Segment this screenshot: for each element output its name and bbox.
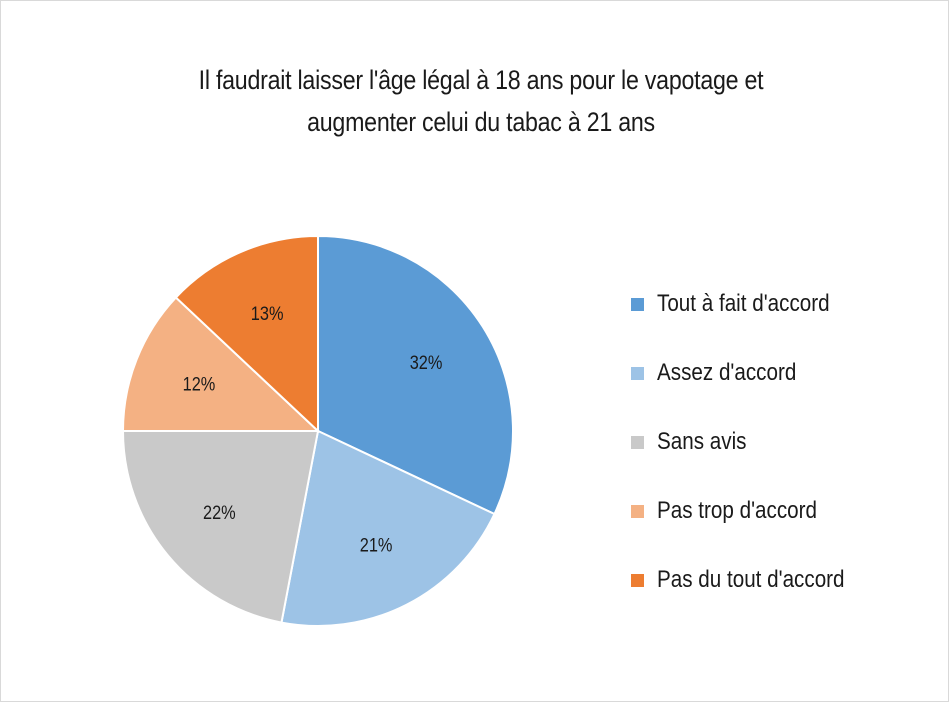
pie-slice-0 xyxy=(317,234,514,516)
legend-swatch xyxy=(631,505,644,518)
chart-title-line-1: Il faudrait laisser l'âge légal à 18 ans… xyxy=(198,65,764,95)
legend-item-assez-d-accord: Assez d'accord xyxy=(631,355,875,424)
legend-label: Assez d'accord xyxy=(657,359,797,386)
legend-label: Sans avis xyxy=(657,428,747,455)
chart-title: Il faudrait laisser l'âge légal à 18 ans… xyxy=(81,59,881,143)
legend-label: Tout à fait d'accord xyxy=(657,290,830,317)
data-label-2: 22% xyxy=(203,502,236,523)
legend-swatch xyxy=(631,574,644,587)
legend-item-pas-du-tout-d-accord: Pas du tout d'accord xyxy=(631,562,875,631)
data-label-1: 21% xyxy=(360,534,393,555)
data-label-4: 13% xyxy=(251,303,284,324)
pie-slice-1 xyxy=(280,429,496,627)
legend-swatch xyxy=(631,436,644,449)
data-label-0: 32% xyxy=(410,352,443,373)
legend: Tout à fait d'accord Assez d'accord Sans… xyxy=(631,286,875,631)
legend-label: Pas trop d'accord xyxy=(657,497,817,524)
chart-title-line-2: augmenter celui du tabac à 21 ans xyxy=(307,107,655,137)
legend-item-tout-a-fait-d-accord: Tout à fait d'accord xyxy=(631,286,875,355)
pie-slice-2 xyxy=(121,430,320,624)
pie-slice-3 xyxy=(121,296,321,432)
data-label-3: 12% xyxy=(183,373,216,394)
legend-swatch xyxy=(631,367,644,380)
pie-slice-4 xyxy=(174,234,319,434)
legend-swatch xyxy=(631,298,644,311)
legend-label: Pas du tout d'accord xyxy=(657,566,845,593)
legend-item-sans-avis: Sans avis xyxy=(631,424,875,493)
legend-item-pas-trop-d-accord: Pas trop d'accord xyxy=(631,493,875,562)
